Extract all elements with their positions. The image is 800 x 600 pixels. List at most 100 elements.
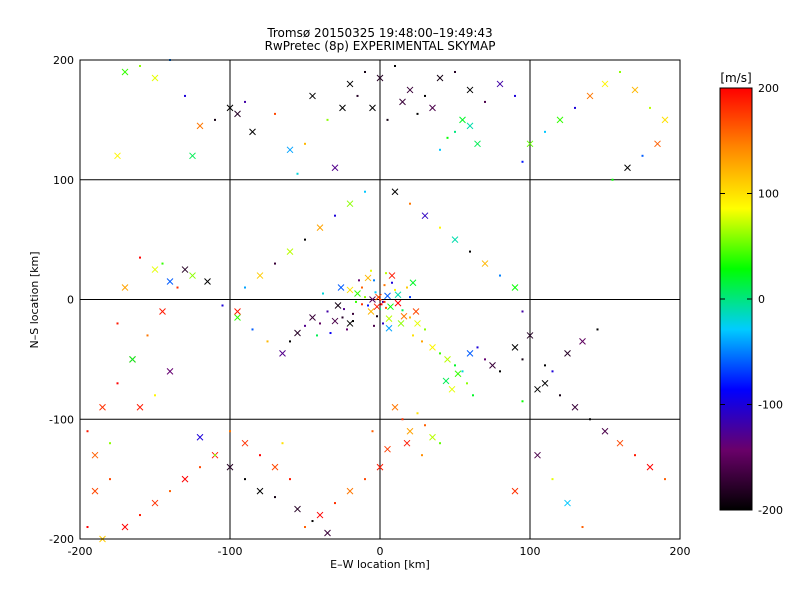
data-point-dot xyxy=(454,130,456,133)
y-tick-labels: -200 -100 0 100 200 xyxy=(49,54,74,546)
data-point-dot xyxy=(391,281,393,284)
data-point-x-stroke xyxy=(271,463,279,471)
data-point-x xyxy=(601,80,609,88)
data-point-x-stroke xyxy=(129,356,136,363)
data-point-x-stroke xyxy=(316,511,324,519)
data-point-x xyxy=(189,272,196,279)
data-point-x xyxy=(481,260,489,267)
data-point-dot xyxy=(304,142,306,145)
colorbar-tick-label: -200 xyxy=(758,504,783,517)
data-point-x xyxy=(624,164,631,172)
data-point-x xyxy=(409,279,417,287)
data-point-x-stroke xyxy=(324,529,331,537)
y-tick-label: -100 xyxy=(49,413,74,426)
data-point-x-stroke xyxy=(436,74,444,82)
data-point-x xyxy=(511,487,519,495)
data-point-x xyxy=(196,122,204,130)
data-point-x xyxy=(367,308,375,315)
data-point-dot xyxy=(380,303,383,306)
data-point-x-stroke xyxy=(286,146,294,154)
data-point-dot xyxy=(385,272,387,275)
data-point-x-stroke xyxy=(496,80,504,88)
data-point-x-stroke xyxy=(409,279,417,287)
data-point-x-stroke xyxy=(459,116,466,124)
data-point-x xyxy=(459,116,466,124)
data-point-dot xyxy=(86,526,89,529)
data-point-x xyxy=(412,308,420,315)
data-point-x-stroke xyxy=(91,487,99,495)
data-point-x-stroke xyxy=(166,278,174,285)
data-point-dot xyxy=(367,304,369,307)
data-point-dot xyxy=(521,160,524,163)
data-point-dot xyxy=(424,328,426,331)
data-point-x-stroke xyxy=(346,286,354,294)
data-point-dot xyxy=(641,154,644,157)
data-point-dot xyxy=(484,358,486,361)
data-point-x-stroke xyxy=(279,350,286,357)
data-point-x xyxy=(601,427,609,435)
data-point-x xyxy=(616,439,624,447)
colorbar-tick-label: 0 xyxy=(758,293,765,306)
colorbar-tick-label: 100 xyxy=(758,188,779,201)
data-point-x xyxy=(136,403,144,411)
data-point-dot xyxy=(416,412,419,415)
data-point-x xyxy=(403,439,411,447)
data-point-x xyxy=(346,80,354,88)
data-point-x-stroke xyxy=(406,427,414,435)
data-point-dot xyxy=(199,466,201,469)
data-point-x-stroke xyxy=(241,439,249,447)
data-point-x xyxy=(385,324,393,332)
data-point-x xyxy=(354,290,361,297)
data-point-dot xyxy=(352,320,354,323)
data-point-dot xyxy=(385,306,387,309)
colorbar-label: [m/s] xyxy=(720,71,751,85)
data-point-dot xyxy=(358,279,360,282)
data-point-dot xyxy=(346,328,348,331)
data-point-x-stroke xyxy=(234,314,241,321)
data-point-x-stroke xyxy=(249,128,256,136)
data-point-dot xyxy=(139,256,141,259)
data-point-x-stroke xyxy=(151,266,159,273)
data-point-x-stroke xyxy=(196,122,204,130)
data-point-dot xyxy=(383,300,386,303)
data-point-x xyxy=(151,499,159,507)
data-point-dot xyxy=(466,382,468,385)
data-point-x xyxy=(466,122,474,130)
data-point-x xyxy=(121,68,129,76)
data-point-dot xyxy=(406,286,408,289)
data-point-x xyxy=(406,86,414,94)
data-point-x xyxy=(91,487,99,495)
data-point-x xyxy=(99,403,106,411)
grid-lines xyxy=(80,60,680,539)
data-point-x-stroke xyxy=(616,439,624,447)
data-point-x xyxy=(339,104,346,112)
data-point-x xyxy=(571,403,579,411)
data-point-x xyxy=(489,362,496,369)
data-point-dot xyxy=(416,112,419,115)
data-point-dot xyxy=(304,526,306,529)
data-point-x xyxy=(309,92,316,100)
data-point-x xyxy=(189,152,196,160)
data-point-x xyxy=(556,116,564,124)
data-point-dot xyxy=(499,274,501,277)
data-point-x xyxy=(181,475,189,483)
data-point-dot xyxy=(304,238,306,241)
data-point-x xyxy=(442,377,450,385)
data-point-x xyxy=(646,463,654,471)
data-point-x-stroke xyxy=(400,312,408,320)
data-point-x xyxy=(384,445,391,453)
data-point-x-stroke xyxy=(526,140,534,148)
data-point-dot xyxy=(412,334,414,337)
chart-title: Tromsø 20150325 19:48:00–19:49:43 xyxy=(267,26,493,40)
data-point-x-stroke xyxy=(564,350,571,357)
data-point-x-stroke xyxy=(226,104,234,112)
data-point-dot xyxy=(364,190,366,193)
data-point-dot xyxy=(281,442,284,445)
x-tick-label: -200 xyxy=(68,545,93,558)
data-point-x xyxy=(337,284,345,291)
data-point-dot xyxy=(326,118,329,121)
data-point-x-stroke xyxy=(448,385,456,393)
data-point-dot xyxy=(649,106,651,109)
data-point-x-stroke xyxy=(367,308,375,315)
